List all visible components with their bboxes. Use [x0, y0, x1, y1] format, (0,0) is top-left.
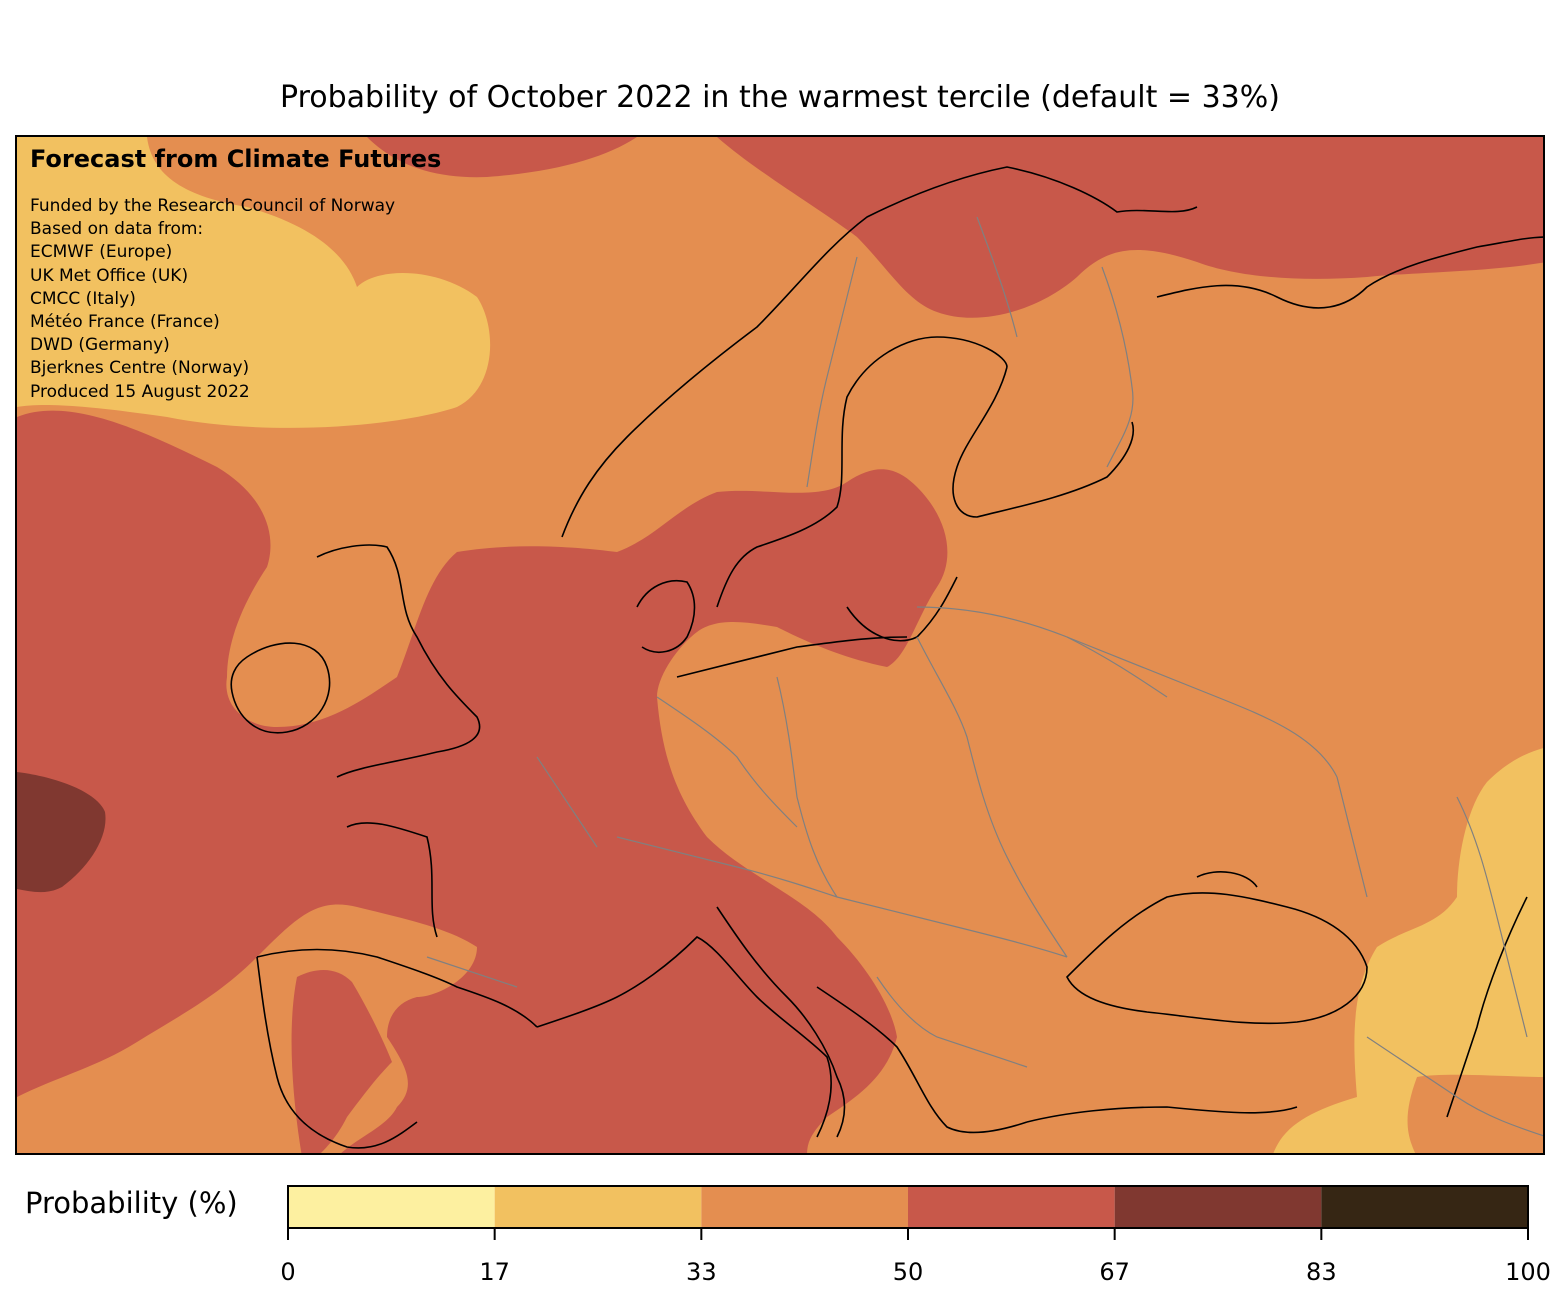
colorbar-tick-label: 17 — [479, 1258, 510, 1286]
colorbar-bin-17-33 — [494, 1186, 702, 1228]
colorbar — [287, 1185, 1529, 1240]
region-17-33-east — [1273, 748, 1543, 1153]
info-line: Bjerknes Centre (Norway) — [30, 358, 250, 379]
colorbar-bin-50-67 — [908, 1186, 1115, 1228]
info-line: DWD (Germany) — [30, 335, 170, 356]
info-line: ECMWF (Europe) — [30, 242, 173, 263]
colorbar-tick-label: 0 — [280, 1258, 296, 1286]
region-50-67-spain-interior — [291, 970, 392, 1153]
colorbar-bin-83-100 — [1321, 1186, 1528, 1228]
colorbar-bin-67-83 — [1114, 1186, 1322, 1228]
info-line: Based on data from: — [30, 219, 204, 240]
colorbar-bin-33-50 — [701, 1186, 908, 1228]
colorbar-bin-0-17 — [288, 1186, 495, 1228]
region-67-83-atlantic — [17, 772, 106, 893]
map-title: Probability of October 2022 in the warme… — [280, 80, 1280, 115]
colorbar-tick-label: 83 — [1306, 1258, 1337, 1286]
info-heading: Forecast from Climate Futures — [30, 145, 442, 173]
info-line: Funded by the Research Council of Norway — [30, 196, 396, 216]
colorbar-label: Probability (%) — [25, 1186, 238, 1220]
info-line: UK Met Office (UK) — [30, 265, 189, 286]
colorbar-tick-label: 67 — [1099, 1258, 1130, 1286]
coastlines — [230, 166, 1543, 1149]
region-50-67-arctic — [367, 137, 1543, 318]
colorbar-ticks — [287, 1228, 1529, 1240]
colorbar-bins — [288, 1186, 1528, 1228]
region-17-33-north-atlantic — [17, 137, 491, 428]
info-line: Produced 15 August 2022 — [30, 381, 250, 402]
colorbar-tick-label: 50 — [892, 1258, 924, 1286]
map-panel — [15, 135, 1545, 1155]
info-box: Forecast from Climate Futures Funded by … — [30, 145, 441, 404]
national-borders — [426, 216, 1543, 1137]
probability-map — [17, 137, 1543, 1153]
info-lines: Funded by the Research Council of Norway… — [30, 195, 441, 404]
colorbar-tick-label: 33 — [686, 1258, 717, 1286]
colorbar-tick-label: 100 — [1505, 1258, 1551, 1286]
info-line: Météo France (France) — [30, 312, 220, 333]
region-17-33-caucasus-patch — [1417, 1082, 1543, 1153]
info-line: CMCC (Italy) — [30, 288, 136, 309]
